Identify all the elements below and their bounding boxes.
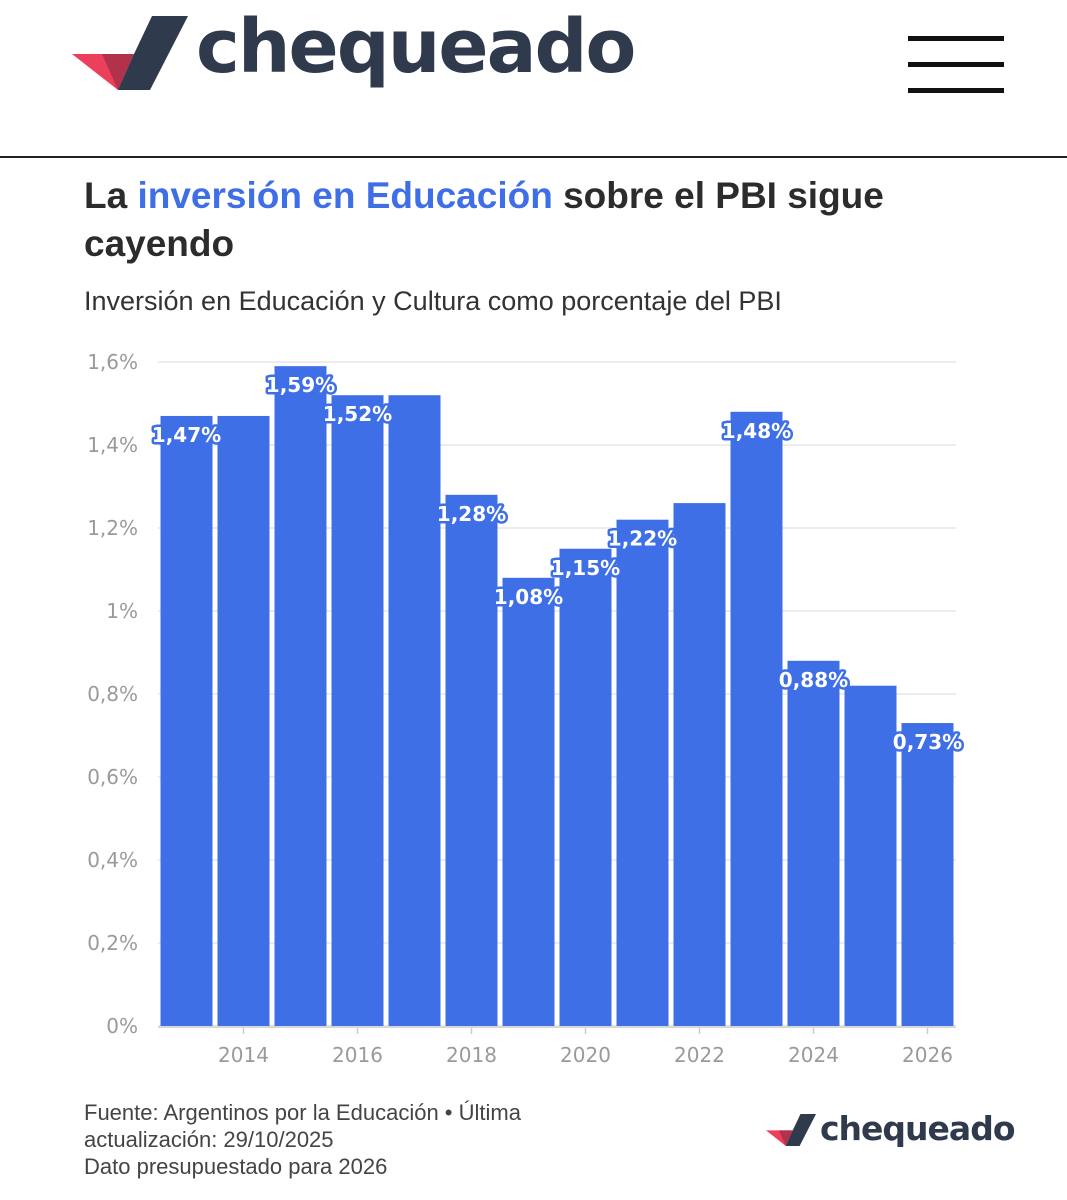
y-tick-label: 0,4% [87, 848, 138, 872]
x-tick-label: 2022 [674, 1043, 725, 1067]
y-tick-label: 0,8% [87, 682, 138, 706]
y-tick-label: 1,6% [87, 350, 138, 374]
x-tick-label: 2018 [446, 1043, 497, 1067]
chequeado-logo[interactable]: chequeado [72, 10, 636, 90]
x-tick-label: 2026 [902, 1043, 953, 1067]
data-label: 1,59% [266, 373, 335, 397]
data-label: 1,47% [152, 423, 221, 447]
bar [559, 548, 612, 1026]
bar [730, 411, 783, 1026]
bar [787, 660, 840, 1026]
bar-chart: 0% 0,2% 0,4% 0,6% 0,8% 1% 1,2% 1,4% 1,6% 2014 2016… [87, 350, 965, 1067]
bar [331, 395, 384, 1026]
x-tick-label: 2014 [218, 1043, 269, 1067]
y-tick-label: 1,2% [87, 516, 138, 540]
x-tick-label: 2020 [560, 1043, 611, 1067]
header-divider [0, 156, 1067, 158]
data-label: 1,28% [437, 502, 506, 526]
site-header: chequeado [0, 0, 1067, 158]
bar [673, 503, 726, 1027]
chart-subtitle: Inversión en Educación y Cultura como po… [84, 286, 782, 316]
checkmark-logo-icon [766, 1114, 816, 1146]
y-tick-label: 0,2% [87, 931, 138, 955]
data-label: 1,22% [608, 527, 677, 551]
y-tick-label: 1% [106, 599, 138, 623]
bar [160, 415, 213, 1026]
chart-title: La inversión en Educación sobre el PBI s… [84, 172, 1004, 268]
hamburger-icon [908, 62, 1004, 67]
brand-name-footer: chequeado [820, 1108, 1015, 1148]
checkmark-logo-icon [72, 16, 188, 90]
chequeado-logo-footer[interactable]: chequeado [766, 1108, 1015, 1148]
hamburger-icon [908, 88, 1004, 93]
chart-footer: Fuente: Argentinos por la Educación • Úl… [84, 1099, 521, 1180]
data-label: 1,48% [722, 419, 791, 443]
menu-button[interactable] [908, 36, 1004, 94]
bar [502, 577, 555, 1026]
title-post: sobre el PBI sigue cayendo [84, 175, 884, 264]
data-label: 1,08% [494, 585, 563, 609]
brand-name: chequeado [196, 4, 636, 90]
y-tick-label: 1,4% [87, 433, 138, 457]
x-tick-label: 2024 [788, 1043, 839, 1067]
bar [274, 366, 327, 1026]
bar [388, 395, 441, 1026]
data-label: 0,73% [893, 730, 962, 754]
source-line: Fuente: Argentinos por la Educación • Úl… [84, 1100, 521, 1125]
y-tick-label: 0,6% [87, 765, 138, 789]
data-label: 1,52% [323, 402, 392, 426]
bar [217, 415, 270, 1026]
bar [616, 519, 669, 1026]
y-tick-label: 0% [106, 1014, 138, 1038]
bar [445, 494, 498, 1026]
bar [901, 723, 954, 1026]
data-label: 1,15% [551, 556, 620, 580]
title-highlight: inversión en Educación [137, 175, 553, 216]
updated-line: actualización: 29/10/2025 [84, 1127, 334, 1152]
x-tick-label: 2016 [332, 1043, 383, 1067]
title-pre: La [84, 175, 138, 216]
note-line: Dato presupuestado para 2026 [84, 1154, 388, 1179]
data-label: 0,88% [779, 668, 848, 692]
bar [844, 685, 897, 1026]
hamburger-icon [908, 36, 1004, 41]
